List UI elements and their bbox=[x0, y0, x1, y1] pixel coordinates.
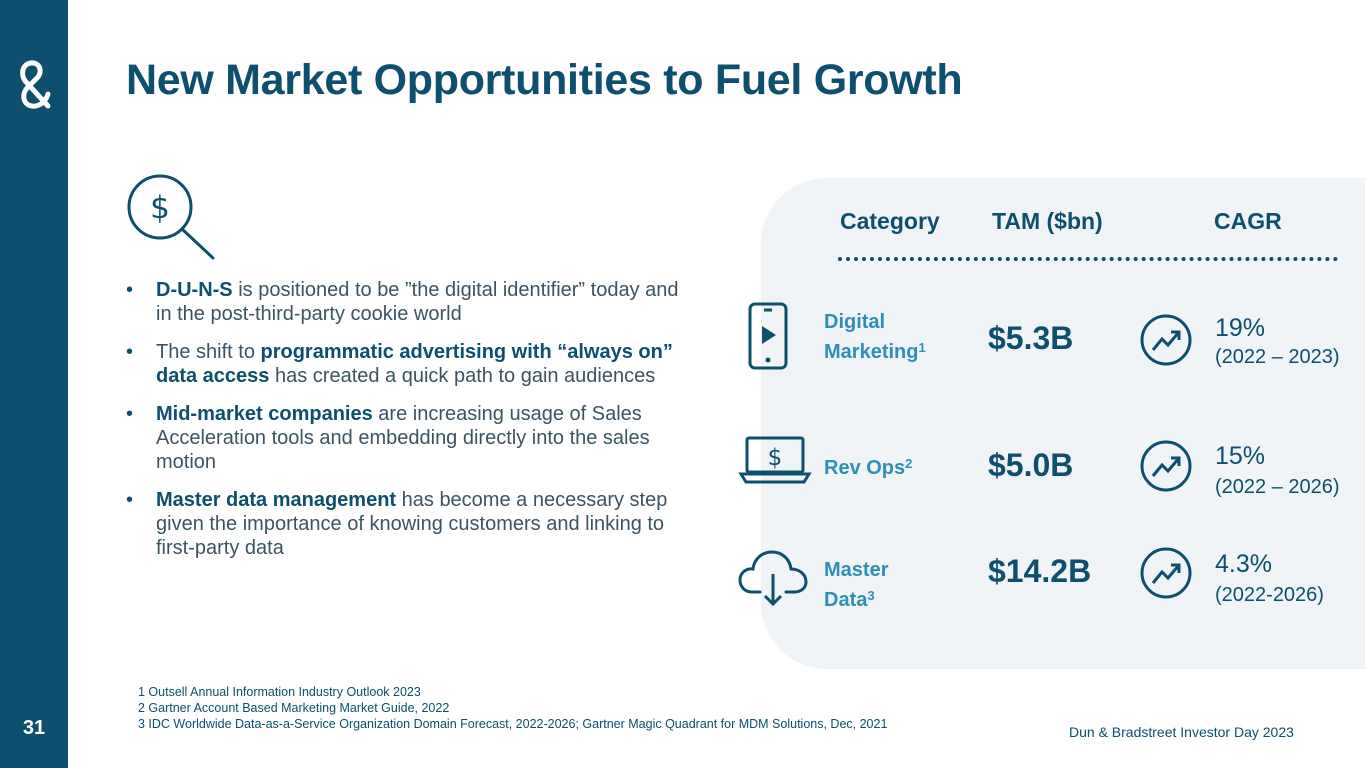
cagr-digital-marketing: 19% bbox=[1215, 314, 1266, 342]
sidebar: 31 bbox=[0, 0, 68, 768]
trend-up-icon bbox=[1140, 440, 1192, 492]
trend-up-icon bbox=[1140, 547, 1192, 599]
category-master-data: Master Data3 bbox=[824, 559, 889, 611]
footer-brand: Dun & Bradstreet Investor Day 2023 bbox=[1069, 724, 1294, 740]
tam-digital-marketing: $5.3B bbox=[988, 320, 1074, 356]
footnote-3: 3 IDC Worldwide Data-as-a-Service Organi… bbox=[138, 717, 888, 731]
header-tam: TAM ($bn) bbox=[992, 208, 1103, 234]
years-master-data: (2022-2026) bbox=[1215, 584, 1324, 606]
bullet-mdm: Master data management has become a nece… bbox=[126, 488, 686, 560]
trend-up-icon bbox=[1140, 314, 1192, 366]
years-rev-ops: (2022 – 2026) bbox=[1215, 476, 1340, 498]
bullet-list: D-U-N-S is positioned to be ”the digital… bbox=[126, 278, 686, 574]
bullet-programmatic: The shift to programmatic advertising wi… bbox=[126, 340, 686, 388]
footnotes: 1 Outsell Annual Information Industry Ou… bbox=[138, 684, 887, 732]
tam-master-data: $14.2B bbox=[988, 553, 1092, 589]
cagr-master-data: 4.3% bbox=[1215, 550, 1272, 578]
bullet-mid-market: Mid-market companies are increasing usag… bbox=[126, 402, 686, 474]
tam-rev-ops: $5.0B bbox=[988, 447, 1074, 483]
category-rev-ops: Rev Ops2 bbox=[824, 456, 913, 479]
cagr-rev-ops: 15% bbox=[1215, 442, 1266, 470]
header-category: Category bbox=[840, 208, 940, 234]
years-digital-marketing: (2022 – 2023) bbox=[1215, 346, 1340, 368]
search-dollar-icon: $ bbox=[127, 174, 215, 260]
header-divider bbox=[838, 257, 1338, 261]
svg-text:$: $ bbox=[768, 445, 783, 471]
phone-play-icon bbox=[748, 302, 788, 370]
category-digital-marketing: Digital Marketing1 bbox=[824, 311, 926, 363]
page-title: New Market Opportunities to Fuel Growth bbox=[126, 56, 963, 104]
svg-text:$: $ bbox=[150, 190, 170, 226]
bullet-duns: D-U-N-S is positioned to be ”the digital… bbox=[126, 278, 686, 326]
page-number: 31 bbox=[22, 717, 46, 739]
ampersand-logo-icon bbox=[20, 60, 51, 109]
header-cagr: CAGR bbox=[1214, 208, 1282, 234]
footnote-1: 1 Outsell Annual Information Industry Ou… bbox=[138, 685, 421, 699]
footnote-2: 2 Gartner Account Based Marketing Market… bbox=[138, 701, 450, 715]
laptop-dollar-icon: $ bbox=[738, 436, 812, 484]
cloud-download-icon bbox=[738, 550, 808, 607]
